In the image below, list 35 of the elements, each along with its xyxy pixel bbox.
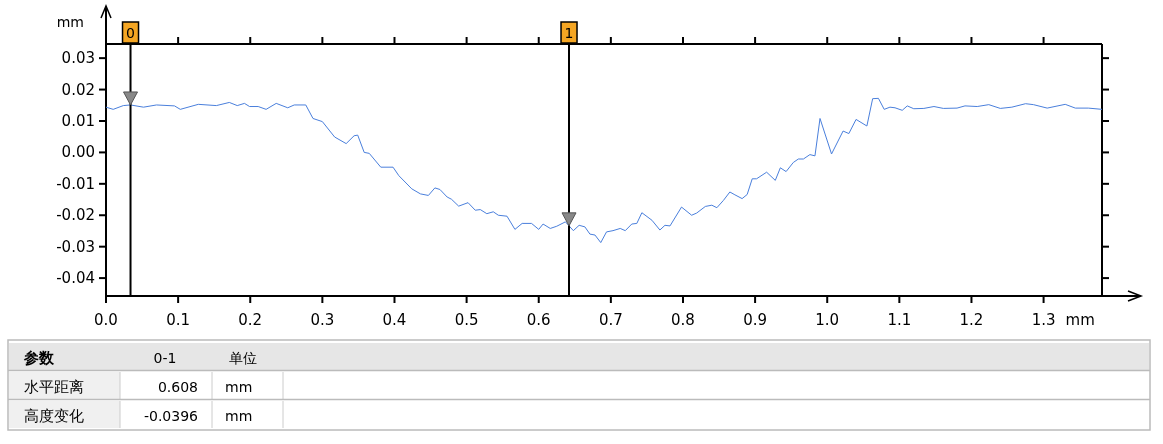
x-tick-label: 0.5 <box>454 311 479 329</box>
x-tick-label: 0.2 <box>238 311 263 329</box>
text: 参数 <box>23 349 55 367</box>
text: 0-1 <box>153 350 177 366</box>
x-tick-label: 1.2 <box>959 311 984 329</box>
x-tick-label: 0.9 <box>743 311 768 329</box>
x-tick-label: 0.4 <box>382 311 407 329</box>
y-tick-label: -0.04 <box>56 269 95 288</box>
x-tick-label: 1.3 <box>1031 311 1056 329</box>
y-tick-label: 0.00 <box>61 143 95 162</box>
text: 单位 <box>229 350 257 366</box>
x-tick-label: 1.0 <box>815 311 840 329</box>
y-tick-label: 0.03 <box>61 49 95 68</box>
x-tick-label: 0.3 <box>310 311 335 329</box>
x-tick-label: 0.8 <box>671 311 695 329</box>
x-tick-label: 0.1 <box>166 311 191 329</box>
x-axis-title: mm <box>1065 311 1095 329</box>
ref-line-label: 1 <box>564 25 574 41</box>
text: mm <box>225 408 253 424</box>
y-tick-label: -0.02 <box>56 206 95 225</box>
text: mm <box>225 379 253 395</box>
text: -0.0396 <box>143 408 199 424</box>
y-tick-label: 0.02 <box>61 80 95 99</box>
x-tick-label: 0.0 <box>94 311 118 329</box>
text: 水平距离 <box>24 378 84 396</box>
text: 高度变化 <box>24 407 84 425</box>
ref-line-label: 0 <box>126 25 135 41</box>
x-tick-label: 0.7 <box>598 311 623 329</box>
y-tick-label: 0.01 <box>61 111 95 130</box>
y-tick-label: -0.03 <box>56 237 95 256</box>
text: 0.608 <box>157 379 198 395</box>
x-tick-label: 0.6 <box>526 311 551 329</box>
y-tick-label: -0.01 <box>56 174 95 193</box>
y-axis-title: mm <box>56 14 84 30</box>
x-tick-label: 1.1 <box>887 311 912 329</box>
